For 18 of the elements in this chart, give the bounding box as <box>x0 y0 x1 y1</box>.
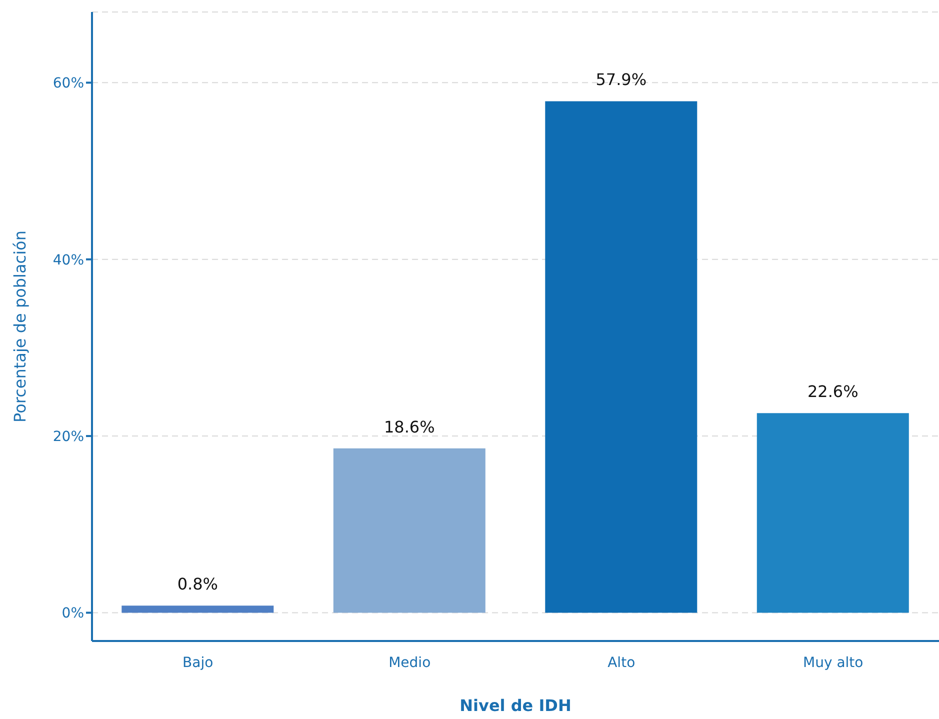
bar <box>545 101 698 613</box>
x-axis-title: Nivel de IDH <box>460 696 572 715</box>
data-label: 22.6% <box>807 382 858 402</box>
y-axis-title: Porcentaje de población <box>10 230 30 422</box>
y-tick-label: 0% <box>62 606 84 622</box>
bar <box>333 448 486 613</box>
data-label: 57.9% <box>596 70 647 90</box>
x-tick-label: Alto <box>608 654 636 671</box>
bar <box>756 413 909 613</box>
x-tick-label: Muy alto <box>803 654 864 671</box>
bar <box>122 606 274 613</box>
x-tick-label: Bajo <box>182 654 214 671</box>
x-tick-label: Medio <box>388 654 431 671</box>
y-tick-label: 20% <box>52 429 84 446</box>
y-tick-label: 60% <box>52 76 84 92</box>
y-tick-label: 40% <box>52 252 84 268</box>
data-label: 0.8% <box>177 574 218 594</box>
data-label: 18.6% <box>384 417 435 436</box>
